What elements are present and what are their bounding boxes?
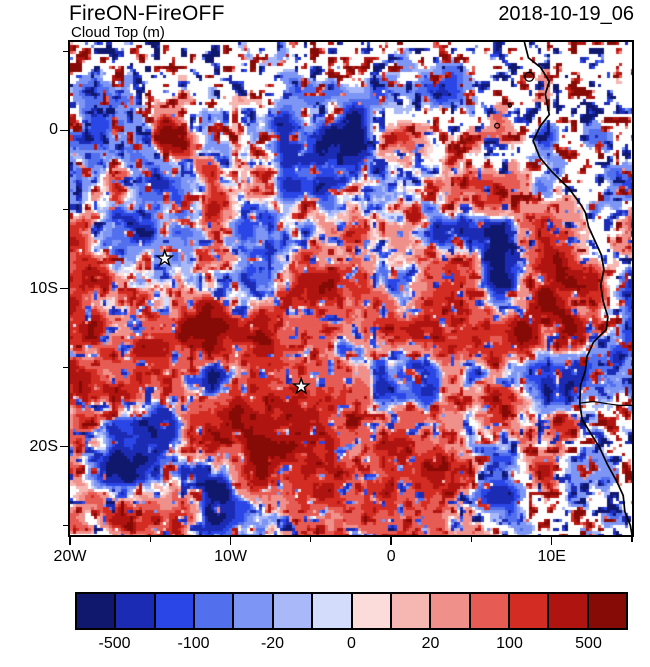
plot-title: FireON-FireOFF	[69, 2, 225, 25]
island-outline	[524, 71, 535, 82]
colorbar-segment	[234, 594, 274, 628]
colorbar-tick-label: 20	[421, 635, 440, 652]
colorbar-labels: -500 -100 -20 0 20 100 500	[75, 635, 628, 657]
y-axis-minor-tick	[63, 366, 68, 369]
x-axis-minor-tick	[470, 537, 473, 542]
x-axis-major-tick	[229, 537, 232, 545]
colorbar-segment	[352, 594, 392, 628]
map-plot: 20W 10W 0 10E 0 10S 20S	[30, 40, 634, 565]
y-axis-tick-label: 10S	[29, 279, 58, 297]
star-marker	[291, 376, 311, 395]
y-axis-tick-label: 0	[49, 121, 58, 139]
y-axis-major-tick	[60, 129, 68, 132]
coastline-path	[523, 42, 632, 535]
y-axis-major-tick	[60, 287, 68, 290]
x-axis-major-tick	[390, 537, 392, 545]
colorbar-segment	[509, 594, 550, 628]
colorbar-segment	[470, 594, 510, 628]
y-axis-minor-tick	[63, 50, 68, 53]
x-axis-tick-label: 10E	[537, 548, 566, 565]
colorbar-segment	[195, 594, 235, 628]
plot-subtitle: Cloud Top (m)	[71, 24, 165, 41]
colorbar-tick-label: 0	[347, 635, 356, 652]
country-border-path	[579, 400, 632, 406]
x-axis-tick-label: 10W	[214, 548, 248, 565]
colorbar	[75, 592, 628, 630]
colorbar-tick-label: -500	[98, 635, 131, 652]
colorbar-segment	[116, 594, 156, 628]
y-axis-major-tick	[60, 445, 68, 448]
map-overlay	[155, 42, 632, 535]
x-axis-tick-label: 0	[386, 548, 396, 565]
island-outline	[494, 122, 501, 129]
colorbar-segment	[549, 594, 589, 628]
colorbar-segment	[431, 594, 471, 628]
x-axis-minor-tick	[631, 537, 633, 542]
x-axis-minor-tick	[149, 537, 151, 542]
heatmap-canvas	[70, 42, 632, 535]
colorbar-tick-label: 500	[575, 635, 602, 652]
y-axis-tick-label: 20S	[29, 437, 58, 455]
colorbar-segment	[77, 594, 117, 628]
colorbar-segment	[391, 594, 432, 628]
colorbar-segment	[588, 594, 627, 628]
x-axis-major-tick	[69, 537, 71, 545]
plot-datetime: 2018-10-19_06	[498, 3, 634, 25]
y-axis-minor-tick	[63, 208, 68, 211]
island-outline	[507, 102, 513, 108]
colorbar-tick-label: -20	[260, 635, 285, 652]
x-axis-minor-tick	[310, 537, 312, 542]
x-axis-tick-label: 20W	[53, 548, 87, 565]
star-marker	[155, 248, 175, 267]
colorbar-tick-label: -100	[177, 635, 210, 652]
colorbar-tick-label: 100	[496, 635, 523, 652]
colorbar-segment	[313, 594, 353, 628]
colorbar-segment	[155, 594, 196, 628]
colorbar-segment	[273, 594, 314, 628]
x-axis-major-tick	[550, 537, 553, 545]
y-axis-minor-tick	[63, 524, 68, 527]
